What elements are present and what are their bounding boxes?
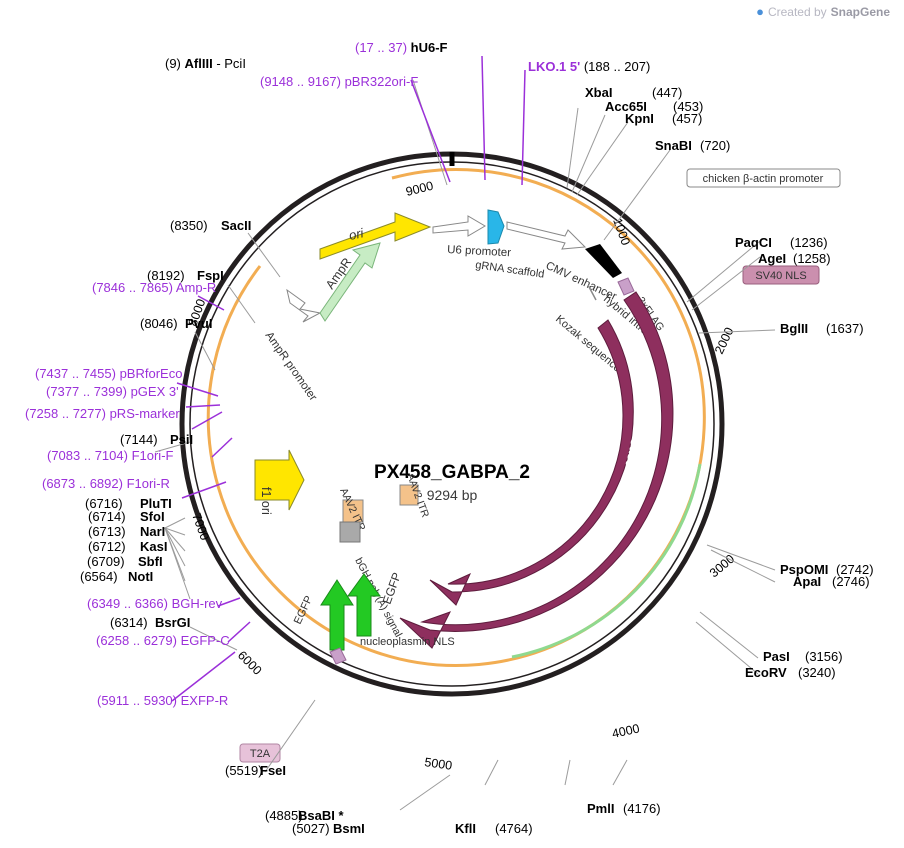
label-pvuI: PvuI	[185, 316, 212, 331]
label-pvuI-pos: (8046)	[140, 316, 178, 331]
label-bsaBI: BsmI	[333, 821, 365, 836]
tick-label-5000: 5000	[424, 755, 454, 773]
label-snaBI: SnaBI	[655, 138, 692, 153]
center-label-group: PX458_GABPA_2 9294 bp	[374, 462, 530, 503]
f1-ori-label: f1 ori	[259, 487, 273, 515]
label-xbaI-pos: (447)	[652, 85, 682, 100]
label-narI-pos: (6713)	[88, 524, 126, 539]
label-f1oriF: (7083 .. 7104) F1ori-F	[47, 448, 174, 463]
label-pluTI: PluTI	[140, 496, 172, 511]
label-sacII: SacII	[221, 218, 251, 233]
callout-line-aflIII	[413, 80, 447, 185]
label-ageI: AgeI	[758, 251, 786, 266]
label-xbaI: XbaI	[585, 85, 612, 100]
plasmid-length-label: 9294 bp	[427, 487, 478, 503]
label-paqCI-pos: (1236)	[790, 235, 828, 250]
label-pmlI-pos: (4176)	[623, 801, 661, 816]
cas9-outer-label: Cas9	[0, 0, 30, 3]
label-prsmarker: (7258 .. 7277) pRS-marker	[25, 406, 180, 421]
bgh-gray-box[interactable]	[340, 522, 360, 542]
chicken-promoter-badge-label: chicken β-actin promoter	[703, 173, 824, 185]
t2a-badge-label: T2A	[250, 748, 271, 760]
label-ecoRV: EcoRV	[745, 665, 787, 680]
app-name-label: SnapGene	[831, 5, 890, 19]
label-pgex3: (7377 .. 7399) pGEX 3'	[46, 384, 179, 399]
label-pluTI-pos: (6716)	[85, 496, 123, 511]
label-kflI: KflI	[455, 821, 476, 836]
label-ageI-pos: (1258)	[793, 251, 831, 266]
label-pbr322oriF: (9148 .. 9167) pBR322ori-F	[260, 74, 418, 89]
header-credit: ● Created by SnapGene	[756, 4, 890, 19]
label-pasI: PasI	[763, 649, 790, 664]
ampr-promoter-label: AmpR promoter	[263, 330, 319, 404]
label-pasI-pos: (3156)	[805, 649, 843, 664]
hybrid-intron-shape[interactable]	[585, 244, 622, 278]
label-exfpr: (5911 .. 5930) EXFP-R	[97, 693, 228, 708]
label-sfoI: SfoI	[140, 509, 165, 524]
u6-promoter-arrow[interactable]	[433, 216, 485, 236]
label-f1oriR: (6873 .. 6892) F1ori-R	[42, 476, 170, 491]
tick-label-4000: 4000	[611, 721, 641, 740]
position-ticks	[450, 152, 455, 166]
label-sbfI-pos: (6709)	[87, 554, 125, 569]
flag-tag-shape[interactable]	[618, 278, 634, 295]
sv40-nls-badge-label: SV40 NLS	[755, 270, 806, 282]
label-sbfI: SbfI	[138, 554, 163, 569]
label-sfoI-pos: (6714)	[88, 509, 126, 524]
label-kasI-pos: (6712)	[88, 539, 126, 554]
label-ecoRV-pos: (3240)	[798, 665, 836, 680]
tick-label-2000: 2000	[712, 325, 736, 356]
label-psiI-pos: (7144)	[120, 432, 158, 447]
label-kflI-pos: (4764)	[495, 821, 533, 836]
created-by-label: Created by	[768, 5, 827, 19]
label-pmlI: PmlI	[587, 801, 614, 816]
ori-label: ori	[348, 225, 366, 243]
label-sacII-pos: (8350)	[170, 218, 208, 233]
cmv-enhancer-arrow[interactable]	[507, 222, 585, 249]
label-bsaBI-pos: (5027)	[292, 821, 330, 836]
tick-label-6000: 6000	[235, 648, 265, 678]
plasmid-map: PX458_GABPA_2 9294 bp ori U6 promoter gR…	[0, 0, 904, 848]
origin-tick	[450, 152, 455, 166]
label-bglII: BglII	[780, 321, 808, 336]
label-kpnI-pos: (457)	[672, 111, 702, 126]
grna-scaffold-shape[interactable]	[488, 210, 504, 244]
label-fseI-pos: (5519)	[225, 763, 263, 778]
plasmid-name-label: PX458_GABPA_2	[374, 462, 530, 483]
egfp-label-2: EGFP	[292, 594, 316, 626]
label-lko1: LKO.1 5' (188 .. 207)	[528, 59, 650, 74]
label-psiI: PsiI	[170, 432, 193, 447]
egfp-label-1: EGFP	[380, 571, 404, 606]
u6-promoter-label: U6 promoter	[447, 244, 512, 259]
ampr-promoter-arrow[interactable]	[287, 290, 320, 322]
label-hU6F: (17 .. 37) hU6-F	[355, 40, 448, 55]
label-notI-pos: (6564)	[80, 569, 118, 584]
label-bglII-pos: (1637)	[826, 321, 864, 336]
label-snaBI-pos: (720)	[700, 138, 730, 153]
label-bghrev: (6349 .. 6366) BGH-rev	[87, 596, 223, 611]
grna-scaffold-label: gRNA scaffold	[475, 259, 546, 281]
label-egfpc: (6258 .. 6279) EGFP-C	[96, 633, 230, 648]
label-kasI: KasI	[140, 539, 167, 554]
label-fseI: FseI	[260, 763, 286, 778]
backbone-ring-outer	[182, 154, 722, 694]
label-ampR: (7846 .. 7865) Amp-R	[92, 280, 216, 295]
label-bsrGI-pos: (6314)	[110, 615, 148, 630]
label-narI: NarI	[140, 524, 165, 539]
label-kpnI: KpnI	[625, 111, 654, 126]
label-pbrforeco: (7437 .. 7455) pBRforEco	[35, 366, 182, 381]
nucleoplasmin-nls-label: nucleoplasmin NLS	[360, 636, 455, 648]
label-apaI: ApaI	[793, 574, 821, 589]
backbone-ring-inner	[190, 162, 714, 686]
snapgene-logo-icon: ●	[756, 4, 764, 19]
tick-label-9000: 9000	[404, 179, 434, 199]
label-paqCI: PaqCI	[735, 235, 772, 250]
plasmid-ring-group	[182, 152, 722, 694]
label-notI: NotI	[128, 569, 153, 584]
label-aflIII: (9) AflIII - PciI	[165, 56, 246, 71]
label-apaI-pos: (2746)	[832, 574, 870, 589]
tick-label-7000: 7000	[189, 511, 212, 542]
label-bsrGI: BsrGI	[155, 615, 190, 630]
